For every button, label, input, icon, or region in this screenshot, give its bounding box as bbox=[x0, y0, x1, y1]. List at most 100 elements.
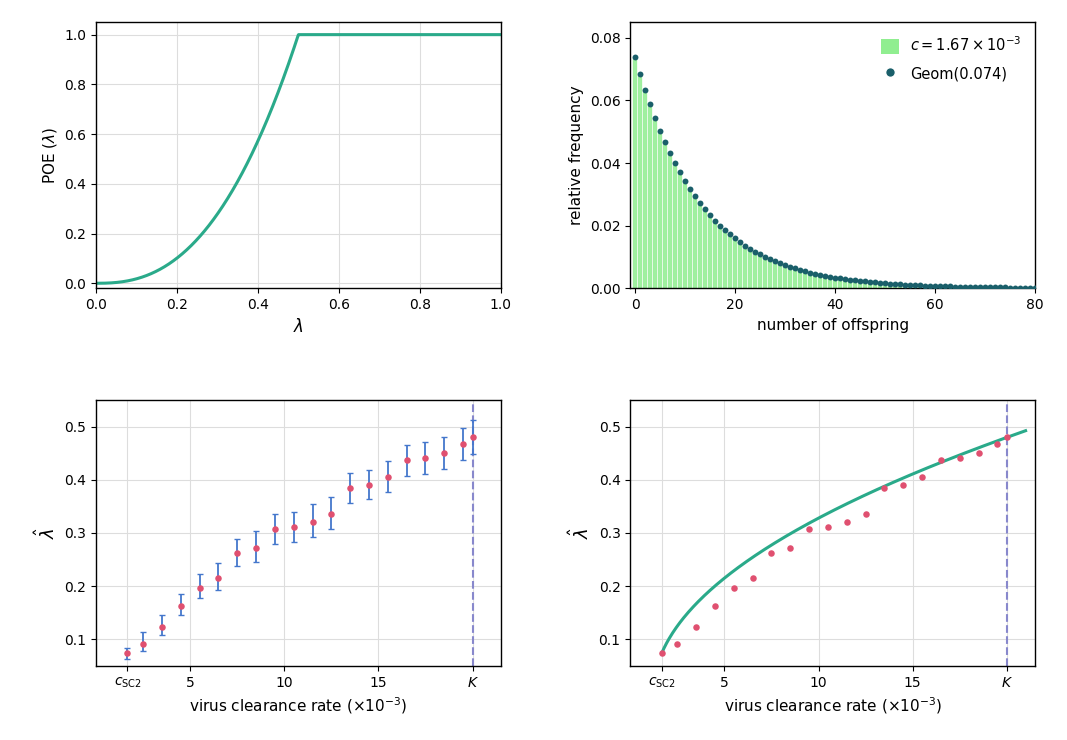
Point bbox=[706, 215, 723, 226]
Bar bbox=[893, 284, 897, 289]
Point bbox=[999, 431, 1016, 443]
Bar bbox=[793, 269, 797, 289]
Bar bbox=[698, 202, 702, 289]
Point bbox=[831, 272, 848, 284]
Point bbox=[877, 278, 894, 289]
Point bbox=[976, 281, 993, 293]
Bar bbox=[964, 287, 967, 289]
Point bbox=[887, 278, 904, 290]
Bar bbox=[683, 181, 687, 289]
Bar bbox=[898, 284, 902, 289]
Bar bbox=[813, 274, 817, 289]
Point bbox=[656, 136, 673, 148]
Point bbox=[763, 547, 780, 559]
Point bbox=[118, 648, 136, 659]
Point bbox=[851, 275, 869, 287]
Point bbox=[807, 268, 824, 280]
Point bbox=[982, 281, 999, 293]
Bar bbox=[738, 242, 743, 289]
Bar bbox=[833, 278, 838, 289]
Point bbox=[744, 572, 761, 584]
Point bbox=[892, 278, 909, 290]
Point bbox=[967, 281, 984, 293]
Point bbox=[398, 454, 415, 465]
Point bbox=[876, 482, 893, 494]
Point bbox=[134, 638, 152, 650]
Point bbox=[687, 190, 704, 202]
Bar bbox=[1003, 288, 1007, 289]
Point bbox=[827, 272, 844, 283]
Point bbox=[822, 271, 839, 283]
Bar bbox=[673, 165, 678, 289]
Bar bbox=[878, 283, 882, 289]
Point bbox=[706, 600, 723, 612]
Bar bbox=[778, 263, 782, 289]
Point bbox=[846, 275, 863, 286]
Point bbox=[872, 277, 889, 289]
Bar bbox=[713, 221, 717, 289]
Point bbox=[652, 124, 669, 136]
Point bbox=[653, 648, 670, 659]
Bar bbox=[869, 282, 872, 289]
Bar bbox=[913, 285, 917, 289]
Point bbox=[801, 266, 818, 278]
Point bbox=[637, 84, 654, 95]
Point bbox=[952, 280, 969, 292]
Point bbox=[267, 523, 284, 535]
Point bbox=[285, 521, 302, 533]
Point bbox=[926, 280, 943, 292]
Point bbox=[839, 516, 856, 528]
Point bbox=[676, 175, 694, 186]
Bar bbox=[988, 287, 992, 289]
Bar bbox=[838, 278, 842, 289]
Bar bbox=[958, 287, 962, 289]
Point bbox=[248, 542, 265, 554]
Point bbox=[341, 482, 359, 494]
Point bbox=[736, 240, 753, 252]
Bar bbox=[933, 286, 937, 289]
Bar bbox=[818, 275, 823, 289]
Point bbox=[762, 253, 779, 265]
Bar bbox=[703, 209, 707, 289]
Point bbox=[911, 280, 928, 292]
Bar bbox=[908, 285, 912, 289]
Point bbox=[1002, 282, 1019, 294]
Bar bbox=[873, 283, 877, 289]
Point bbox=[721, 229, 738, 240]
Point bbox=[895, 479, 912, 491]
Bar bbox=[918, 286, 922, 289]
Y-axis label: $\hat{\lambda}$: $\hat{\lambda}$ bbox=[34, 527, 59, 539]
Bar bbox=[888, 283, 892, 289]
Y-axis label: POE $(\lambda)$: POE $(\lambda)$ bbox=[41, 127, 59, 184]
Point bbox=[747, 246, 764, 258]
Bar bbox=[694, 197, 697, 289]
Bar bbox=[808, 273, 812, 289]
Point bbox=[455, 437, 472, 449]
Point bbox=[304, 516, 321, 528]
Bar bbox=[798, 270, 802, 289]
Bar bbox=[858, 281, 862, 289]
Bar bbox=[768, 259, 773, 289]
Bar bbox=[983, 287, 987, 289]
Bar bbox=[993, 287, 997, 289]
Point bbox=[970, 447, 987, 459]
Bar bbox=[763, 256, 767, 289]
Legend: $c = 1.67\times10^{-3}$, Geom(0.074): $c = 1.67\times10^{-3}$, Geom(0.074) bbox=[875, 30, 1028, 87]
Point bbox=[989, 437, 1006, 449]
Point bbox=[1012, 282, 1029, 294]
Point bbox=[210, 572, 227, 584]
Point bbox=[154, 622, 171, 633]
Point bbox=[902, 279, 919, 291]
Point bbox=[842, 274, 859, 286]
Bar bbox=[863, 281, 867, 289]
Point bbox=[417, 452, 434, 464]
Bar bbox=[774, 261, 777, 289]
Bar bbox=[789, 267, 792, 289]
Bar bbox=[653, 118, 657, 289]
Bar bbox=[759, 255, 762, 289]
Point bbox=[717, 224, 734, 236]
Y-axis label: relative frequency: relative frequency bbox=[569, 85, 585, 225]
Point bbox=[626, 51, 643, 63]
Bar bbox=[638, 73, 642, 289]
Point bbox=[907, 279, 924, 291]
